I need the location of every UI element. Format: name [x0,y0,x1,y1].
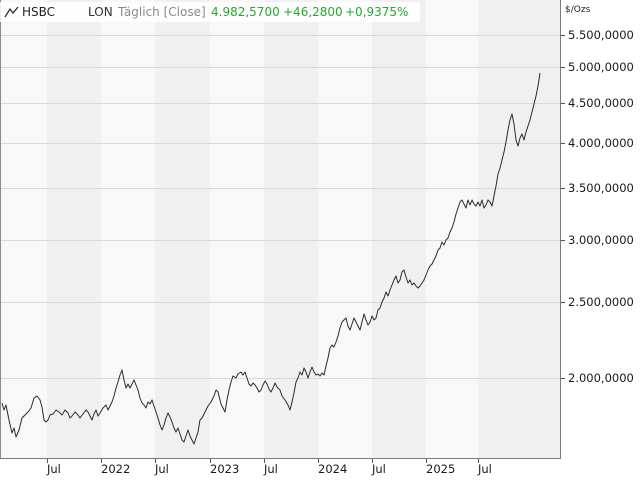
y-tick-label: 4.000,0000 [568,136,634,150]
x-tick-label: 2022 [101,462,131,476]
x-tick-label: 2024 [318,462,348,476]
y-tick-label: 3.500,0000 [568,181,634,195]
price-change: +46,2800 [283,5,343,19]
x-tick-label: Jul [47,462,61,476]
chart-header: HSBC LON Täglich [Close] 4.982,5700 +46,… [0,2,420,22]
price-line[interactable] [1,72,541,445]
y-tick-label: 2.000,0000 [568,371,634,385]
x-tick-label: Jul [264,462,278,476]
y-axis-unit: $/Ozs [565,5,591,15]
y-tick-label: 4.500,0000 [568,96,634,110]
y-tick-label: 5.000,0000 [568,60,634,74]
price-change-percent: +0,9375% [345,5,409,19]
x-tick-label: 2023 [210,462,240,476]
axis-frame [0,0,561,459]
gridlines [1,35,560,379]
x-tick-label: 2025 [426,462,456,476]
x-tick-label: Jul [478,462,492,476]
x-tick-label: Jul [372,462,386,476]
last-price: 4.982,5700 [211,5,280,19]
x-tick-label: Jul [155,462,169,476]
period-bands [1,0,560,458]
line-chart-icon [4,6,19,18]
x-axis-tickmarks [47,459,479,463]
frequency-label: Täglich [Close] [118,5,206,19]
y-tick-label: 3.000,0000 [568,233,634,247]
y-tick-label: 2.500,0000 [568,295,634,309]
symbol-label: HSBC [22,5,56,19]
y-axis-tickmarks [561,35,565,379]
exchange-label: LON [88,5,113,19]
y-tick-label: 5.500,0000 [568,28,634,42]
